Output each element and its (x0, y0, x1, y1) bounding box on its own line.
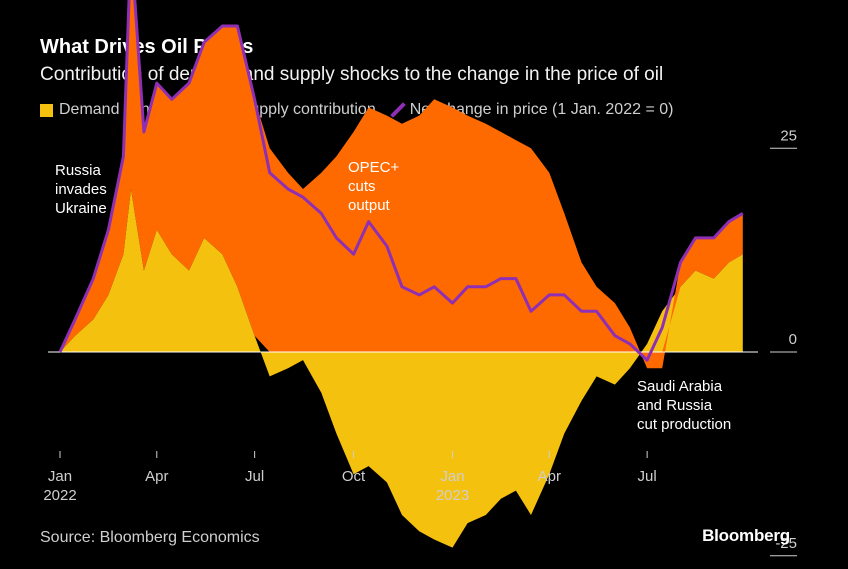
x-tick-month: Jan (440, 468, 464, 485)
annotation-line: cuts (348, 178, 376, 195)
x-tick-month: Oct (342, 468, 366, 485)
annotation-label: OPEC+ cuts output (348, 159, 400, 214)
demand-series (60, 189, 743, 548)
annotation-line: output (348, 197, 391, 214)
legend-swatch-demand (40, 103, 53, 117)
annotation-line: invades (55, 181, 107, 198)
annotation-label: Saudi Arabia and Russia cut production (637, 378, 731, 433)
source-note: Source: Bloomberg Economics (40, 529, 260, 546)
y-tick-label: -25 (775, 535, 797, 552)
y-axis: +$50/barrel250-25 (770, 127, 797, 557)
bloomberg-logo: Bloomberg (702, 526, 790, 545)
annotation-line: and Russia (637, 397, 713, 414)
demand-area (60, 189, 743, 548)
x-tick-year: 2023 (436, 487, 469, 504)
net-change-line (58, 0, 744, 362)
legend-label-supply: Supply contribution (239, 101, 376, 118)
supply-series (60, 0, 743, 369)
net-series (58, 0, 744, 362)
legend-item-net: Net change in price (1 Jan. 2022 = 0) (390, 101, 674, 119)
annotation-line: cut production (637, 416, 731, 433)
y-tick-label: 0 (789, 331, 797, 348)
annotation-line: Ukraine (55, 200, 107, 217)
y-tick-label: 25 (780, 127, 797, 144)
annotation-label: Russia invades Ukraine (55, 162, 107, 217)
x-tick-month: Apr (145, 468, 168, 485)
annotations: Russia invades Ukraine OPEC+ cuts output Saudi… (55, 159, 731, 433)
supply-area (60, 0, 743, 369)
annotation-line: OPEC+ (348, 159, 400, 176)
x-tick-month: Apr (538, 468, 561, 485)
x-tick-month: Jul (245, 468, 264, 485)
annotation-line: Russia (55, 162, 102, 179)
x-axis: Jan 2022 Apr Jul Oct Jan 2023 Apr Jul (43, 451, 657, 504)
annotation-line: Saudi Arabia (637, 378, 723, 395)
x-tick-month: Jan (48, 468, 72, 485)
legend-label-net: Net change in price (1 Jan. 2022 = 0) (409, 101, 674, 118)
x-tick-year: 2022 (43, 487, 76, 504)
x-tick-month: Jul (638, 468, 657, 485)
